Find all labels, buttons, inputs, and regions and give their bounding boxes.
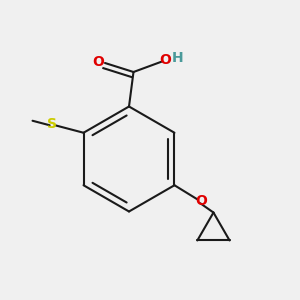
Text: O: O	[92, 55, 104, 68]
Text: H: H	[172, 51, 184, 65]
Text: O: O	[160, 53, 172, 67]
Text: O: O	[196, 194, 207, 208]
Text: S: S	[47, 117, 57, 131]
